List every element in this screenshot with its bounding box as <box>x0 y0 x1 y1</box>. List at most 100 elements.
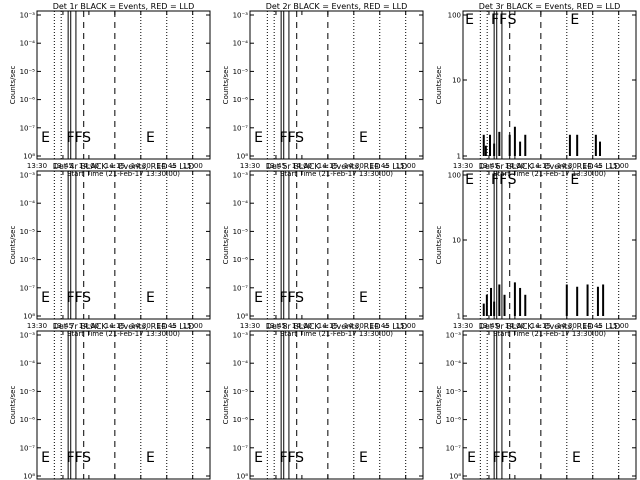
y-tick-label: 10⁻⁵ <box>20 68 36 76</box>
y-tick-label: 10⁻⁵ <box>233 388 249 396</box>
y-tick-label: 10⁻⁵ <box>233 228 249 236</box>
event-mark: FF <box>280 130 296 146</box>
y-tick-label: 10⁸ <box>449 473 461 480</box>
panel-det-4r: Det 4r BLACK = Events, RED = LLD Counts/s… <box>9 162 211 338</box>
y-tick-label: 10⁻⁴ <box>20 40 36 48</box>
x-tick-label: 14:00 <box>505 162 525 170</box>
event-mark: S <box>295 450 304 466</box>
event-mark: S <box>295 130 304 146</box>
event-mark: E <box>465 12 474 28</box>
y-axis-label: Counts/sec <box>435 226 443 265</box>
x-axis-label: Start Time (21-Feb-17 13:30:00) <box>280 170 393 178</box>
panel-det-8r: Det 8r BLACK = Events, RED = LLD Counts/s… <box>222 322 424 480</box>
plot-frame <box>462 10 637 160</box>
event-mark: E <box>570 172 579 188</box>
x-tick-label: 14:00 <box>292 322 312 330</box>
y-tick-label: 10⁻⁷ <box>233 284 249 292</box>
y-tick-label: 10⁸ <box>236 153 248 161</box>
y-axis-label: Counts/sec <box>435 66 443 105</box>
x-tick-label: 14:15 <box>531 162 551 170</box>
y-tick-label: 10⁻⁴ <box>446 360 462 368</box>
event-mark: FF <box>67 130 83 146</box>
x-tick-label: 13:45 <box>266 162 286 170</box>
x-tick-label: 14:30 <box>557 162 577 170</box>
x-tick-label: 14:30 <box>344 322 364 330</box>
plot-frame <box>249 330 424 480</box>
event-mark: E <box>359 290 368 306</box>
plot-frame <box>36 170 211 320</box>
event-mark: S <box>508 450 517 466</box>
plot-frame <box>36 330 211 480</box>
x-tick-label: 14:45 <box>157 162 177 170</box>
y-tick-label: 10⁻³ <box>20 12 36 20</box>
x-tick-label: 13:30 <box>453 162 473 170</box>
x-axis-label: Start Time (21-Feb-17 13:30:00) <box>493 170 606 178</box>
x-tick-label: 14:30 <box>131 162 151 170</box>
event-mark: E <box>254 450 263 466</box>
panel-title: Det 9r BLACK = Events, RED = LLD <box>479 322 621 331</box>
plot-frame <box>249 10 424 160</box>
x-tick-label: 14:00 <box>79 162 99 170</box>
event-mark: S <box>508 12 517 28</box>
event-mark: E <box>254 130 263 146</box>
x-tick-label: 15:00 <box>183 322 203 330</box>
y-tick-label: 10⁻⁴ <box>233 360 249 368</box>
event-mark: S <box>82 450 91 466</box>
y-tick-label: 1 <box>457 153 461 161</box>
event-mark: S <box>82 130 91 146</box>
panel-det-5r: Det 5r BLACK = Events, RED = LLD Counts/s… <box>222 162 424 338</box>
x-tick-label: 14:15 <box>105 162 125 170</box>
y-tick-label: 10⁸ <box>236 313 248 321</box>
y-tick-label: 10⁻⁵ <box>446 388 462 396</box>
y-tick-label: 10⁻³ <box>233 12 249 20</box>
y-tick-label: 10⁻⁶ <box>233 96 249 104</box>
y-tick-label: 10⁻⁷ <box>20 444 36 452</box>
y-tick-label: 10⁻³ <box>233 332 249 340</box>
y-tick-label: 10⁻⁷ <box>20 124 36 132</box>
y-axis-label: Counts/sec <box>435 386 443 425</box>
x-tick-label: 14:15 <box>318 322 338 330</box>
y-axis-label: Counts/sec <box>222 226 230 265</box>
plot-frame <box>462 170 637 320</box>
y-tick-label: 10⁻⁵ <box>20 388 36 396</box>
x-tick-label: 13:30 <box>240 162 260 170</box>
x-tick-label: 14:30 <box>131 322 151 330</box>
y-tick-label: 10⁻⁵ <box>20 228 36 236</box>
y-tick-label: 10⁻³ <box>233 172 249 180</box>
panel-det-7r: Det 7r BLACK = Events, RED = LLD Counts/s… <box>9 322 211 480</box>
x-tick-label: 14:15 <box>531 322 551 330</box>
y-tick-label: 10⁻⁷ <box>233 124 249 132</box>
y-tick-label: 10⁸ <box>23 313 35 321</box>
x-tick-label: 14:00 <box>505 322 525 330</box>
y-tick-label: 10⁻³ <box>20 172 36 180</box>
x-axis-label: Start Time (21-Feb-17 13:30:00) <box>493 330 606 338</box>
y-axis-label: Counts/sec <box>9 66 17 105</box>
panel-det-2r: Det 2r BLACK = Events, RED = LLD Counts/s… <box>222 2 424 178</box>
event-mark: E <box>359 450 368 466</box>
y-tick-label: 10⁻⁴ <box>20 360 36 368</box>
panel-det-6r: Det 6r BLACK = Events, RED = LLD Counts/s… <box>435 162 637 338</box>
event-mark: S <box>295 290 304 306</box>
x-tick-label: 13:30 <box>27 322 47 330</box>
y-tick-label: 10 <box>452 77 461 85</box>
x-tick-label: 14:30 <box>557 322 577 330</box>
event-mark: FF <box>67 290 83 306</box>
event-mark: FF <box>493 450 509 466</box>
event-mark: FF <box>280 290 296 306</box>
y-tick-label: 10⁻⁶ <box>446 416 462 424</box>
x-tick-label: 13:30 <box>240 322 260 330</box>
x-tick-label: 13:30 <box>27 162 47 170</box>
x-tick-label: 14:45 <box>157 322 177 330</box>
y-tick-label: 10⁻⁷ <box>233 444 249 452</box>
panel-det-3r: Det 3r BLACK = Events, RED = LLD Counts/s… <box>435 2 637 178</box>
y-tick-label: 10⁻⁶ <box>20 256 36 264</box>
panel-title: Det 8r BLACK = Events, RED = LLD <box>266 322 408 331</box>
y-tick-label: 10⁻⁴ <box>233 200 249 208</box>
y-tick-label: 10⁻³ <box>20 332 36 340</box>
x-tick-label: 15:00 <box>609 162 629 170</box>
event-mark: E <box>572 450 581 466</box>
event-mark: E <box>467 450 476 466</box>
x-tick-label: 14:00 <box>79 322 99 330</box>
event-mark: FF <box>280 450 296 466</box>
